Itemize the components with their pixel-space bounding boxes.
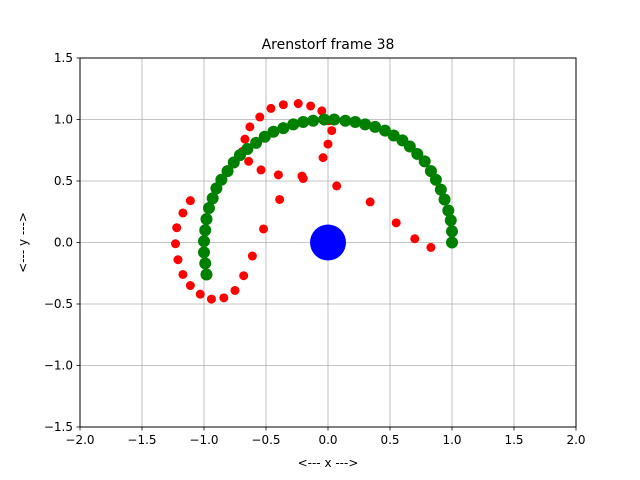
- green-point: [418, 155, 431, 168]
- green-point: [198, 235, 210, 248]
- x-tick-label: −0.5: [251, 433, 280, 447]
- green-point: [221, 165, 234, 178]
- y-tick-label: 0.0: [54, 236, 73, 250]
- green-point: [206, 192, 219, 205]
- green-point: [198, 246, 210, 259]
- x-axis-label: <--- x --->: [298, 456, 359, 470]
- red-point: [318, 153, 328, 163]
- green-point: [277, 122, 290, 135]
- red-point: [170, 239, 180, 249]
- red-point: [172, 223, 182, 233]
- green-point: [369, 120, 382, 133]
- red-point: [195, 289, 205, 299]
- red-point: [245, 122, 255, 132]
- green-point: [307, 114, 320, 127]
- y-axis-label: <--- y --->: [16, 212, 30, 273]
- red-point: [178, 208, 188, 218]
- x-tick-label: −1.0: [189, 433, 218, 447]
- green-point: [434, 183, 447, 196]
- green-point: [349, 115, 362, 128]
- y-tick-label: −1.0: [44, 359, 73, 373]
- red-point: [327, 126, 337, 136]
- red-point: [278, 100, 288, 110]
- y-tick-label: 1.0: [54, 113, 73, 127]
- red-point: [206, 294, 216, 304]
- red-point: [332, 181, 342, 191]
- red-point: [178, 269, 188, 279]
- green-point: [297, 115, 310, 128]
- red-point: [255, 112, 265, 122]
- red-point: [185, 281, 195, 291]
- red-point: [256, 165, 266, 175]
- red-point: [426, 242, 436, 252]
- red-point: [365, 197, 375, 207]
- green-point: [318, 113, 331, 126]
- green-point: [199, 257, 212, 270]
- red-point: [317, 106, 327, 116]
- x-tick-label: 1.5: [504, 433, 523, 447]
- axis-ticks: −2.0 −1.5 −1.0 −0.5 0.0 0.5 1.0 1.5 2.0−1.5−1.0−…: [44, 51, 586, 447]
- green-point: [411, 147, 424, 160]
- green-point: [287, 118, 300, 131]
- red-point: [306, 101, 316, 111]
- y-tick-label: −1.5: [44, 420, 73, 434]
- x-tick-label: 1.0: [442, 433, 461, 447]
- x-tick-label: 0.5: [380, 433, 399, 447]
- red-point: [391, 218, 401, 228]
- green-point: [444, 214, 457, 227]
- x-tick-label: −1.5: [127, 433, 156, 447]
- green-point: [210, 182, 223, 195]
- red-point: [259, 224, 269, 234]
- red-point: [173, 255, 183, 265]
- green-point: [227, 156, 240, 169]
- red-point: [244, 156, 254, 166]
- red-point: [275, 194, 285, 204]
- red-point: [240, 134, 250, 144]
- green-point: [442, 204, 455, 217]
- chart-title: Arenstorf frame 38: [262, 37, 395, 53]
- red-point: [410, 234, 420, 244]
- green-point: [328, 113, 341, 126]
- red-point: [323, 139, 333, 149]
- x-tick-label: 0.0: [318, 433, 337, 447]
- x-tick-label: −2.0: [65, 433, 94, 447]
- red-point: [266, 103, 276, 113]
- green-point: [438, 193, 451, 206]
- green-point: [339, 114, 352, 127]
- y-tick-label: 1.5: [54, 51, 73, 65]
- green-point: [200, 213, 213, 226]
- green-point: [200, 268, 213, 281]
- green-point: [250, 136, 263, 149]
- red-point: [185, 196, 195, 206]
- green-point: [359, 118, 372, 131]
- blue-body: [310, 224, 346, 261]
- x-tick-label: 2.0: [566, 433, 585, 447]
- red-point: [219, 293, 229, 303]
- red-point: [239, 271, 249, 281]
- red-point: [273, 170, 283, 180]
- y-tick-label: −0.5: [44, 297, 73, 311]
- green-point: [199, 224, 212, 237]
- green-point: [258, 130, 271, 143]
- green-point: [379, 124, 392, 137]
- red-point: [230, 285, 240, 295]
- green-point: [446, 236, 458, 249]
- y-tick-label: 0.5: [54, 174, 73, 188]
- red-point: [297, 171, 307, 181]
- plot-area: [170, 99, 458, 304]
- green-point: [446, 225, 458, 238]
- red-point: [293, 99, 303, 109]
- green-point: [424, 165, 437, 178]
- green-point: [202, 202, 215, 215]
- red-point: [247, 251, 257, 261]
